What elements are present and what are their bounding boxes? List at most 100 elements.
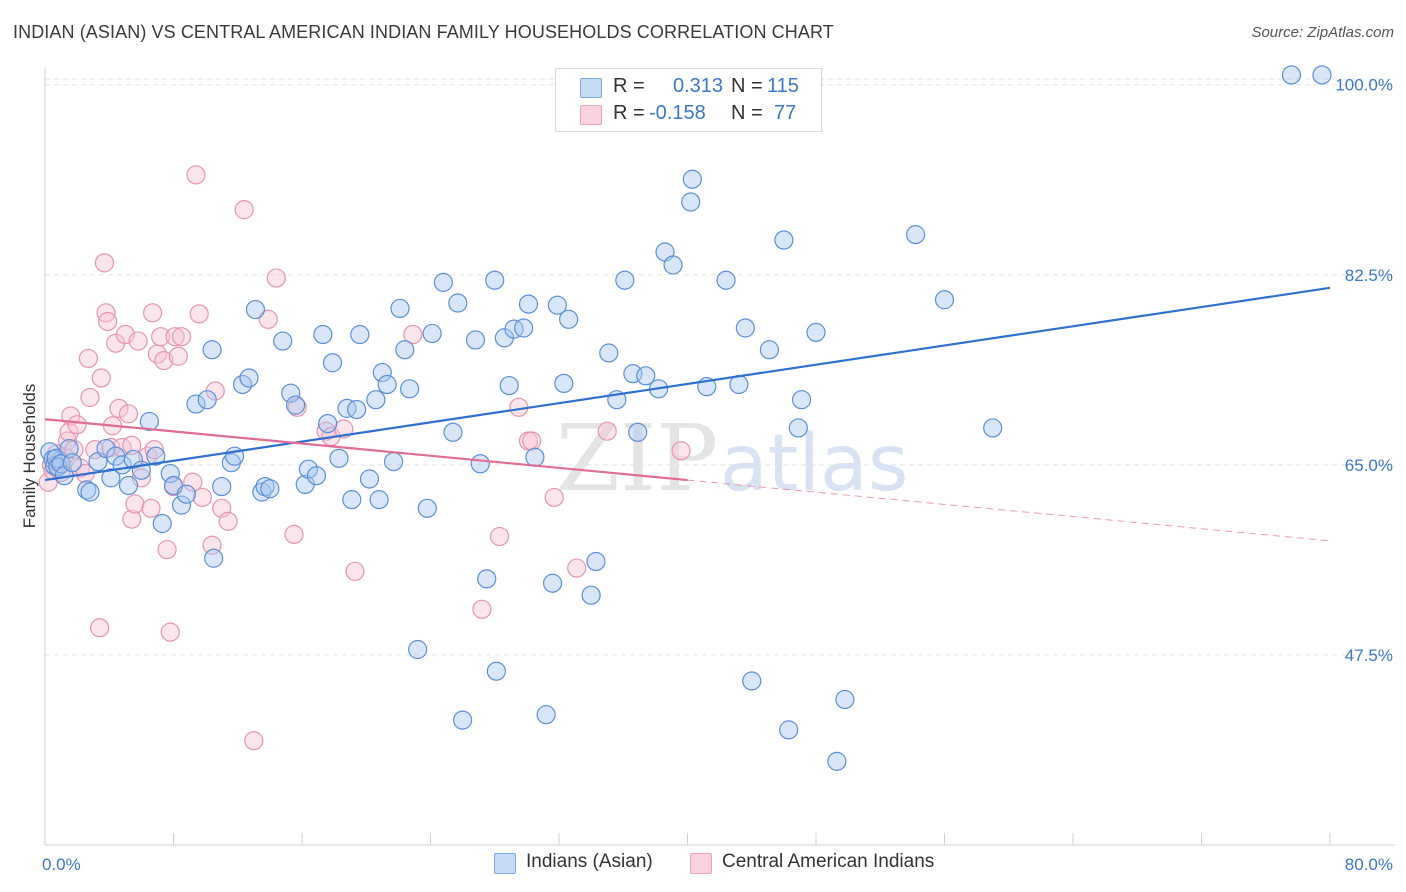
indians-asian-point [337, 398, 357, 418]
indians-asian-point [298, 459, 319, 479]
series-legend-label: Central American Indians [722, 851, 935, 872]
central-american-indians-point [522, 431, 542, 451]
central-american-indians-point [189, 304, 209, 324]
indians-asian-point [285, 395, 306, 415]
indians-asian-point [716, 270, 736, 290]
watermark-atlas: atlas [720, 419, 909, 509]
x-tick-label: 80.0% [1345, 855, 1393, 874]
indians-asian-point [62, 453, 82, 473]
indians-asian-point [204, 548, 224, 568]
indians-asian-point [788, 418, 808, 438]
indians-asian-point [123, 449, 143, 470]
indians-asian-point [372, 362, 392, 383]
central-american-indians-point [128, 331, 148, 351]
indians-asian-point [547, 295, 567, 315]
indians-asian-point [470, 454, 490, 474]
indians-asian-point [682, 169, 702, 189]
indians-asian-point [80, 482, 100, 502]
central-american-indians-point [671, 441, 691, 461]
chart-source: Source: ZipAtlas.com [1251, 24, 1394, 41]
indians-asian-point [448, 293, 468, 313]
indians-asian-point [486, 661, 506, 681]
indians-asian-point [525, 447, 545, 467]
legend-r-label: R = [613, 75, 645, 97]
indians-asian-point [1312, 65, 1332, 85]
central-american-indians-point [157, 539, 177, 560]
indians-asian-point [342, 490, 362, 510]
indians-asian-point [835, 689, 855, 710]
indians-asian-point [791, 390, 812, 410]
indians-asian-point [350, 324, 370, 345]
central-american-indians-point [78, 348, 98, 369]
central-american-indians-point [160, 622, 180, 642]
indians-asian-point [504, 319, 524, 339]
central-american-indians-point [544, 487, 564, 508]
indians-asian-point [347, 399, 367, 420]
chart-title: INDIAN (ASIAN) VS CENTRAL AMERICAN INDIA… [13, 22, 834, 42]
indians-asian-point [383, 452, 404, 472]
central-american-indians-point [171, 327, 192, 347]
indians-asian-point [759, 340, 780, 360]
indians-asian-point [139, 411, 160, 432]
central-american-indians-point [165, 327, 185, 347]
central-american-indians-point [345, 561, 365, 581]
central-american-indians-point [59, 422, 79, 442]
indians-asian-point [329, 448, 349, 468]
indians-asian-point [318, 413, 338, 434]
indians-asian-point [306, 466, 327, 486]
indians-asian-point [96, 438, 116, 459]
legend-r-value: 0.313 [673, 75, 724, 97]
central-american-indians-point [266, 268, 286, 288]
y-axis-label: Family Households [20, 383, 39, 529]
indians-asian-point [377, 374, 397, 395]
legend-r-value: -0.158 [649, 102, 706, 124]
indians-asian-point [485, 270, 505, 290]
legend-n-label: N = [731, 102, 763, 124]
indians-asian-point [465, 330, 486, 350]
indians-asian-point [322, 353, 343, 373]
indians-asian-point [636, 366, 656, 386]
indians-asian-point [735, 318, 755, 338]
indians-asian-point [779, 720, 799, 740]
indians-asian-point [499, 375, 519, 396]
data-points [38, 65, 1332, 771]
indians-asian-point [934, 290, 955, 310]
indians-asian-point [559, 309, 579, 329]
trend-lines [44, 286, 1331, 542]
central-american-indians-trend-line [44, 418, 688, 482]
correlation-legend: R = 0.313 N = 115 R = -0.158 N = 77 [555, 68, 822, 132]
indians-asian-point [202, 340, 222, 360]
tick-labels: 100.0% 82.5% 65.0% 47.5% 0.0% 80.0% [42, 76, 1393, 874]
central-american-indians-point [109, 398, 129, 418]
indians-asian-point [59, 438, 79, 459]
indians-asian-point [313, 324, 333, 345]
indians-asian-point [281, 383, 301, 403]
central-american-indians-point [151, 327, 171, 347]
indians-asian-point [774, 230, 794, 250]
indians-asian-point [160, 463, 180, 484]
central-american-indians-point [234, 200, 254, 220]
indians-asian-point [176, 484, 196, 504]
indians-asian-point [369, 490, 389, 510]
central-american-indians-point [122, 509, 142, 529]
central-american-indians-point [567, 558, 587, 578]
central-american-indians-point [183, 472, 203, 492]
central-american-indians-point [218, 511, 238, 531]
indians-asian-point [101, 468, 121, 488]
central-american-indians-point [244, 731, 264, 751]
indians-asian-point [366, 390, 386, 410]
indians-asian-point [599, 343, 619, 363]
indians-asian-point [905, 225, 926, 245]
central-american-indians-point [403, 324, 423, 345]
indians-asian-point [518, 294, 539, 314]
indians-asian-point [433, 272, 453, 292]
indians-asian-point [554, 373, 574, 394]
y-tick-label: 47.5% [1345, 646, 1393, 665]
central-american-indians-point [168, 346, 188, 366]
indians-asian-point [742, 671, 762, 691]
indians-asian-trend-line [44, 286, 1331, 482]
watermark: ZIP atlas [556, 405, 909, 512]
series-swatch-blue [494, 853, 516, 874]
indians-asian-point [239, 368, 259, 388]
central-american-indians-point [118, 404, 139, 424]
